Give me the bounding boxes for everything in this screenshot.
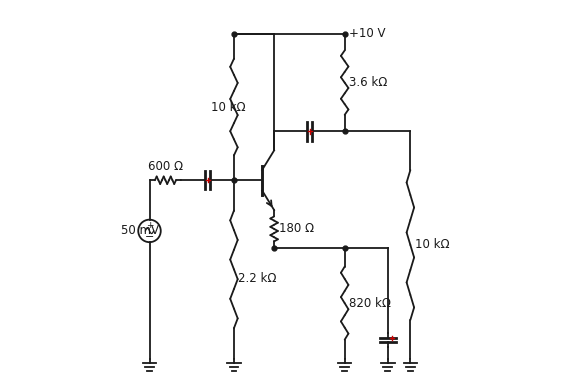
Text: 10 kΩ: 10 kΩ [211,101,246,113]
Text: 50 mV: 50 mV [121,224,159,237]
Text: +: + [146,221,153,230]
Text: 2.2 kΩ: 2.2 kΩ [238,272,277,285]
Text: 820 kΩ: 820 kΩ [349,297,391,310]
Text: +10 V: +10 V [349,27,386,40]
Text: −: − [145,232,154,242]
Text: 180 Ω: 180 Ω [279,223,314,236]
Text: 600 Ω: 600 Ω [148,160,183,173]
Text: 3.6 kΩ: 3.6 kΩ [349,76,387,89]
Text: 10 kΩ: 10 kΩ [415,239,449,252]
